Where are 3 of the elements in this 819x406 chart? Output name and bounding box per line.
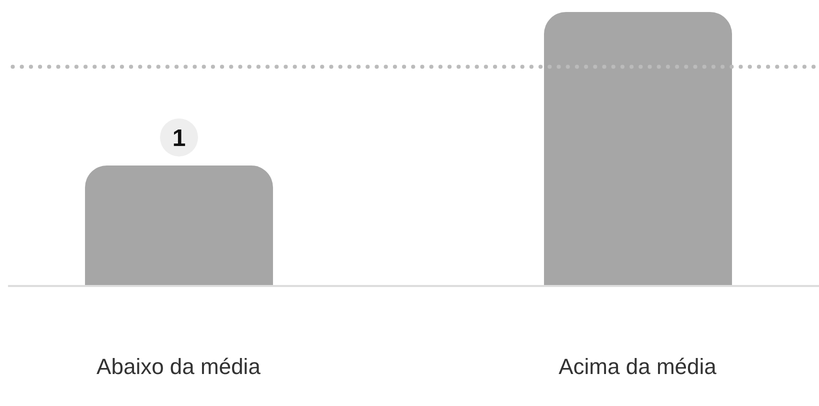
x-tick-label: Abaixo da média bbox=[96, 354, 262, 379]
x-tick-label: Acima da média bbox=[558, 354, 718, 379]
annotation: 1 bbox=[172, 125, 186, 152]
